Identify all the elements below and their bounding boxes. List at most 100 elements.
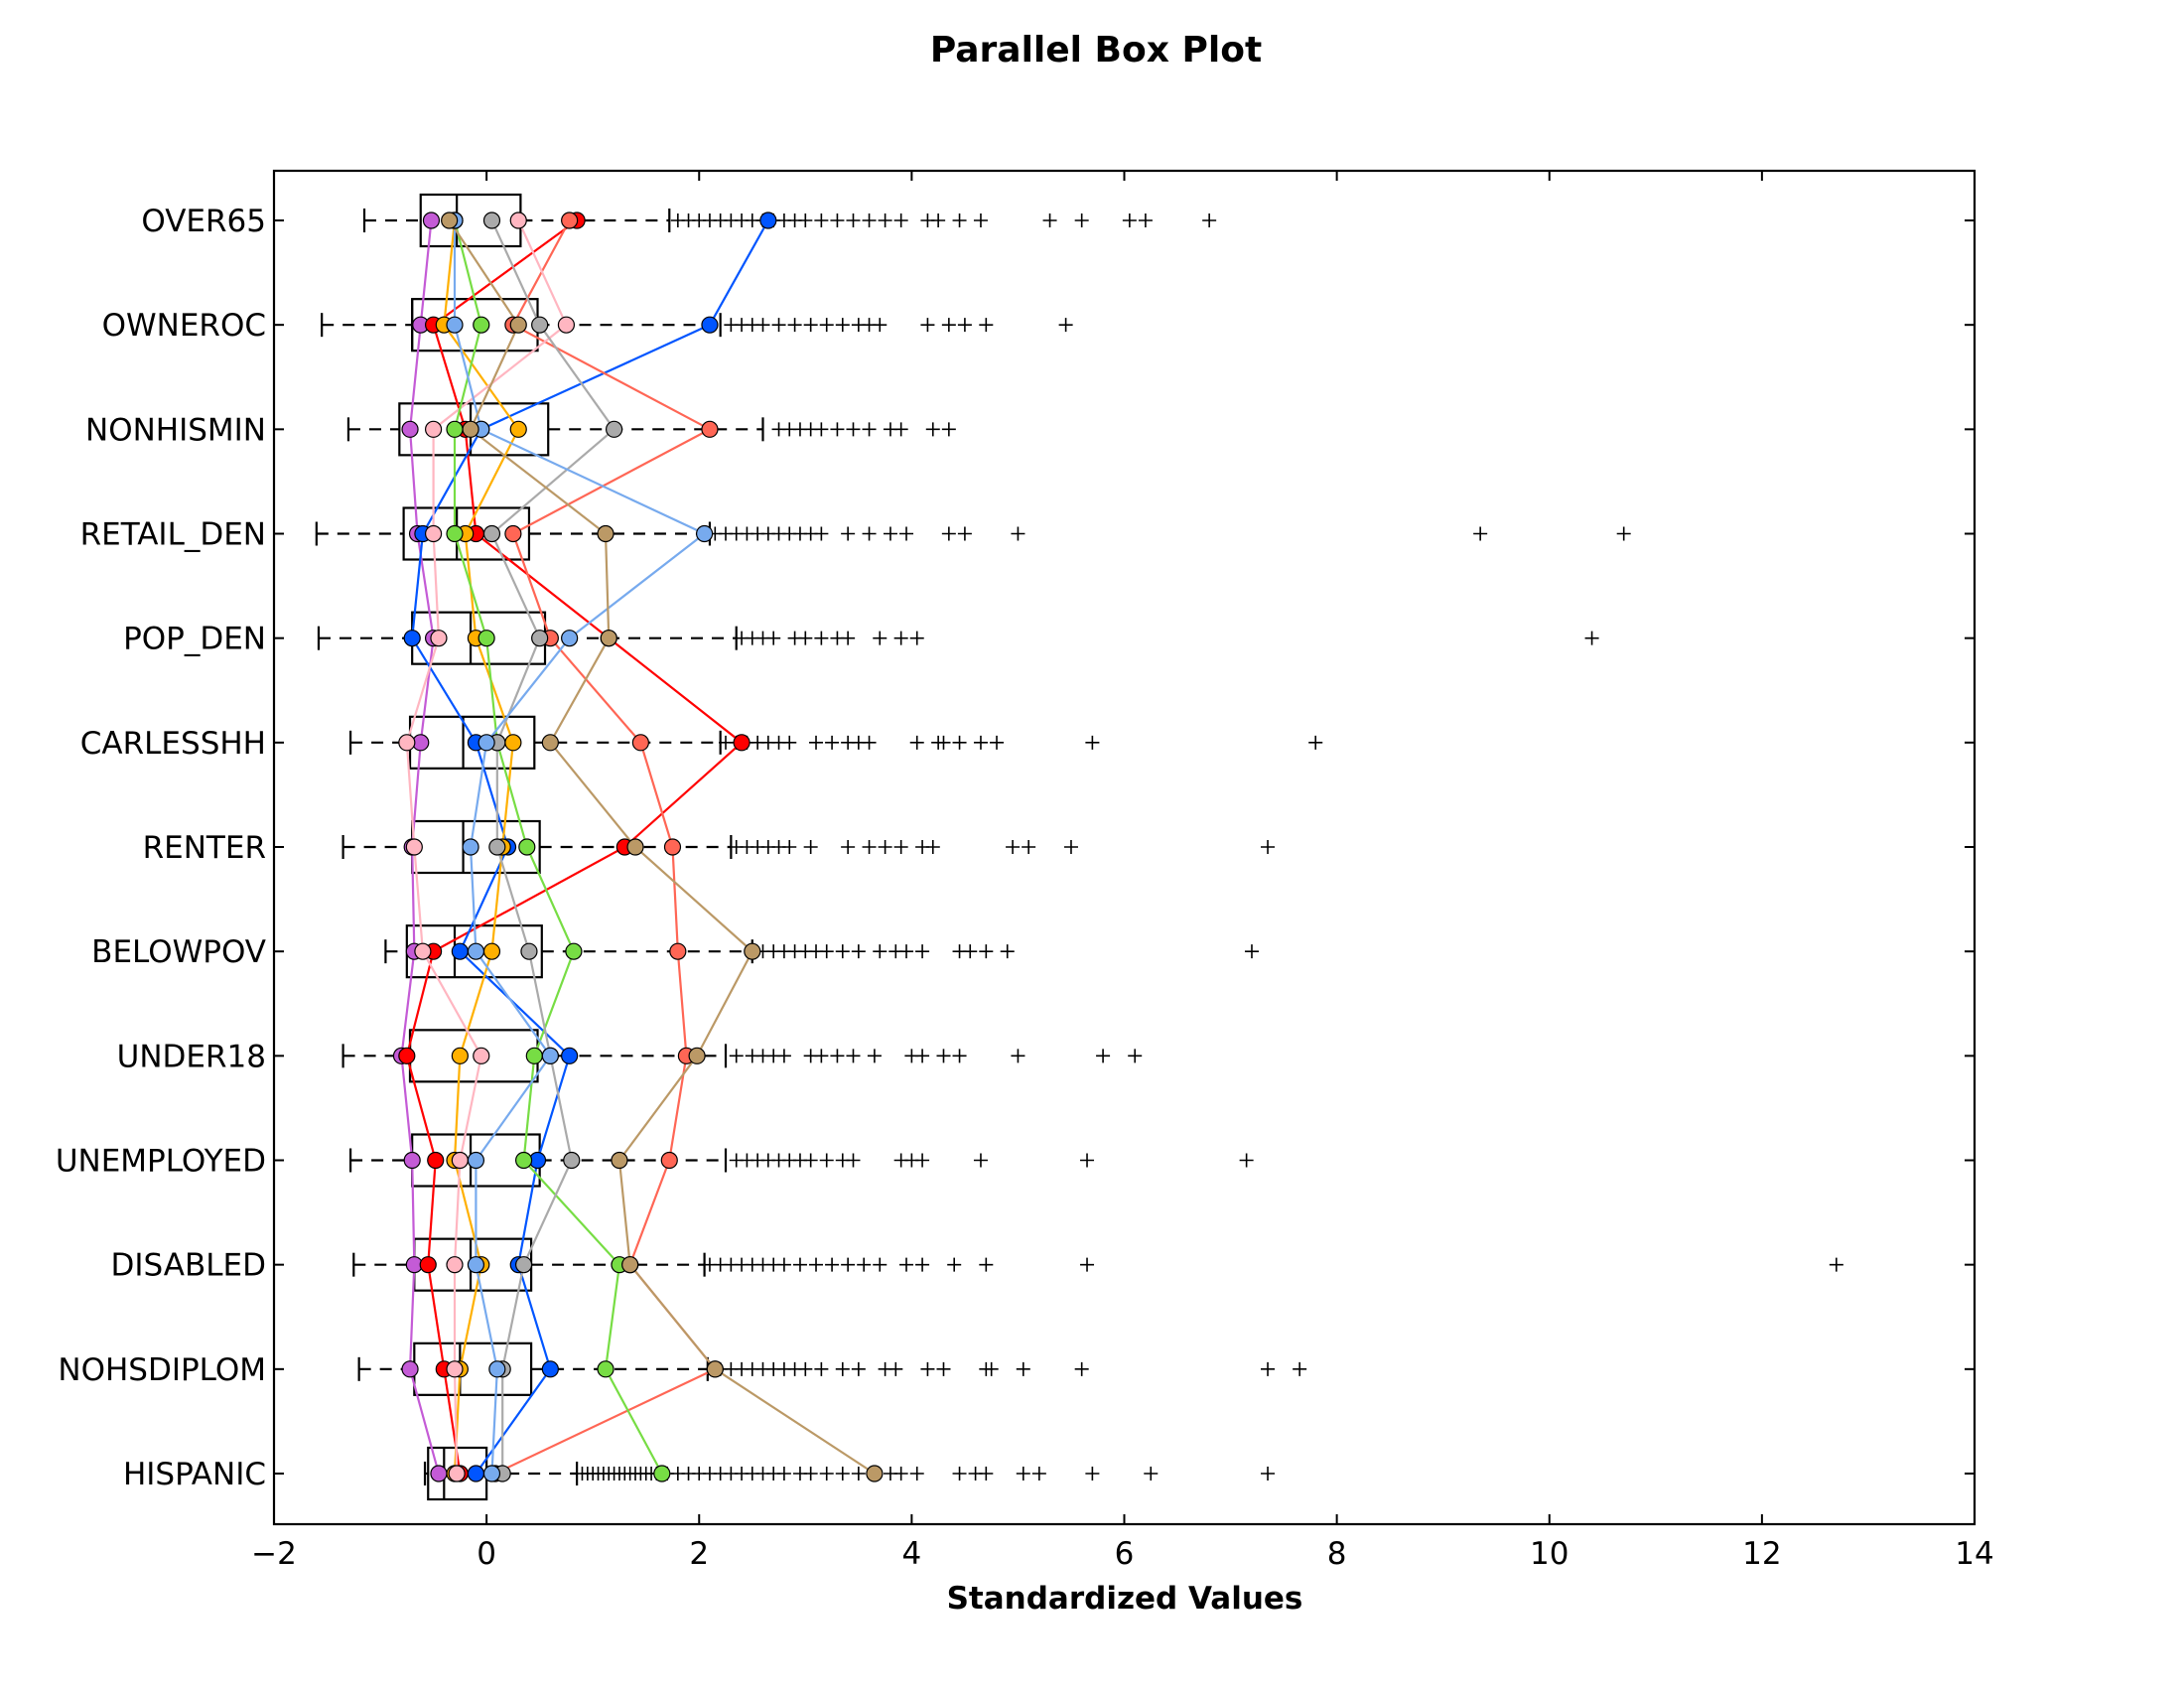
outlier-disabled-10 (825, 1257, 840, 1272)
series-4-point-6 (663, 838, 682, 856)
y-tick-label-over65: OVER65 (141, 204, 266, 239)
box-nohsdiplom (413, 1341, 533, 1396)
outlier-over65-18 (893, 213, 908, 227)
outlier-renter-5 (782, 840, 797, 854)
outlier-disabled-11 (841, 1257, 856, 1272)
series-8-point-11 (531, 316, 549, 334)
outlier-over65-24 (1074, 213, 1089, 227)
outlier-under18-4 (776, 1049, 791, 1063)
y-tick-label-hispanic: HISPANIC (123, 1457, 266, 1492)
outlier-carlesshh-19 (1308, 735, 1323, 750)
series-6-point-5 (414, 942, 432, 960)
series-4-point-9 (504, 524, 522, 543)
outlier-hispanic-41 (1085, 1467, 1100, 1481)
outlier-hispanic-40 (1031, 1467, 1046, 1481)
outlier-nohsdiplom-12 (851, 1361, 866, 1376)
outlier-nohsdiplom-21 (1261, 1361, 1276, 1376)
outlier-over65-15 (846, 213, 861, 227)
outlier-under18-7 (830, 1049, 845, 1063)
outlier-renter-14 (1022, 840, 1036, 854)
outlier-unemployed-13 (915, 1153, 930, 1168)
x-tick-label-6: 10 (1530, 1536, 1569, 1572)
outlier-over65-14 (830, 213, 845, 227)
outlier-hispanic-34 (893, 1467, 908, 1481)
outlier-nonhismin-5 (830, 422, 845, 437)
outlier-disabled-12 (857, 1257, 872, 1272)
y-tick-label-nonhismin: NONHISMIN (85, 412, 266, 448)
series-10-point-2 (621, 1256, 639, 1274)
outlier-nonhismin-10 (925, 422, 940, 437)
outlier-carlesshh-7 (809, 735, 824, 750)
outlier-over65-13 (814, 213, 829, 227)
outlier-belowpov-15 (979, 944, 994, 959)
outlier-belowpov-16 (1000, 944, 1015, 959)
series-6-point-1 (446, 1360, 464, 1378)
outlier-renter-8 (862, 840, 877, 854)
outlier-retail-den-11 (841, 526, 856, 541)
outlier-owneroc-13 (941, 318, 956, 333)
outlier-over65-27 (1202, 213, 1217, 227)
outlier-renter-10 (893, 840, 908, 854)
outlier-owneroc-7 (819, 318, 834, 333)
series-1-point-12 (422, 212, 441, 229)
outlier-retail-den-15 (941, 526, 956, 541)
outlier-pop-den-5 (798, 631, 813, 645)
outlier-hispanic-36 (952, 1467, 967, 1481)
outlier-nohsdiplom-11 (835, 1361, 850, 1376)
series-6-point-7 (398, 734, 416, 752)
outlier-belowpov-14 (963, 944, 978, 959)
outlier-nonhismin-7 (862, 422, 877, 437)
series-9-point-3 (467, 1151, 485, 1170)
outlier-belowpov-6 (819, 944, 834, 959)
series-7-point-0 (653, 1465, 671, 1482)
series-8-point-6 (488, 838, 506, 856)
series-6-point-9 (424, 524, 443, 543)
outlier-carlesshh-6 (782, 735, 797, 750)
outlier-pop-den-8 (841, 631, 856, 645)
outlier-disabled-17 (979, 1257, 994, 1272)
series-2-point-3 (427, 1151, 445, 1170)
outlier-unemployed-7 (803, 1153, 818, 1168)
outlier-nonhismin-4 (814, 422, 829, 437)
outlier-over65-12 (798, 213, 813, 227)
outlier-nohsdiplom-15 (920, 1361, 935, 1376)
series-5-point-7 (504, 734, 522, 752)
outlier-unemployed-16 (1239, 1153, 1254, 1168)
y-tick-label-pop-den: POP_DEN (123, 622, 266, 657)
outlier-nohsdiplom-22 (1293, 1361, 1307, 1376)
outlier-carlesshh-12 (909, 735, 924, 750)
outlier-disabled-7 (776, 1257, 791, 1272)
series-8-point-3 (563, 1151, 581, 1170)
series-10-point-4 (688, 1047, 706, 1064)
series-9-point-6 (462, 838, 479, 856)
series-7-point-1 (597, 1360, 614, 1378)
series-4-point-5 (669, 942, 687, 960)
outlier-nohsdiplom-18 (984, 1361, 999, 1376)
outlier-belowpov-8 (851, 944, 866, 959)
outlier-over65-17 (878, 213, 892, 227)
outlier-nohsdiplom-9 (798, 1361, 813, 1376)
outlier-owneroc-12 (920, 318, 935, 333)
outlier-nonhismin-6 (846, 422, 861, 437)
series-6-point-2 (446, 1256, 464, 1274)
outlier-owneroc-16 (1058, 318, 1073, 333)
outlier-belowpov-9 (873, 944, 887, 959)
series-10-point-1 (706, 1360, 724, 1378)
outlier-retail-den-17 (1011, 526, 1025, 541)
outlier-over65-26 (1138, 213, 1153, 227)
series-1-point-3 (403, 1151, 421, 1170)
outlier-retail-den-14 (899, 526, 914, 541)
outlier-retail-den-19 (1616, 526, 1631, 541)
outlier-owneroc-3 (755, 318, 770, 333)
outlier-nohsdiplom-14 (888, 1361, 903, 1376)
series-10-point-9 (597, 524, 614, 543)
series-10-point-5 (744, 942, 761, 960)
series-9-point-1 (488, 1360, 506, 1378)
outlier-carlesshh-16 (973, 735, 988, 750)
y-tick-label-retail-den: RETAIL_DEN (80, 517, 266, 553)
series-6-point-11 (557, 316, 576, 334)
outlier-under18-13 (952, 1049, 967, 1063)
series-10-point-8 (600, 630, 617, 647)
axes-layer: −2 0 2 4 6 8 10 12 14 HISPANIC NOHSDIPLOM DISABLED U… (56, 171, 1994, 1572)
series-8-point-12 (482, 212, 501, 229)
